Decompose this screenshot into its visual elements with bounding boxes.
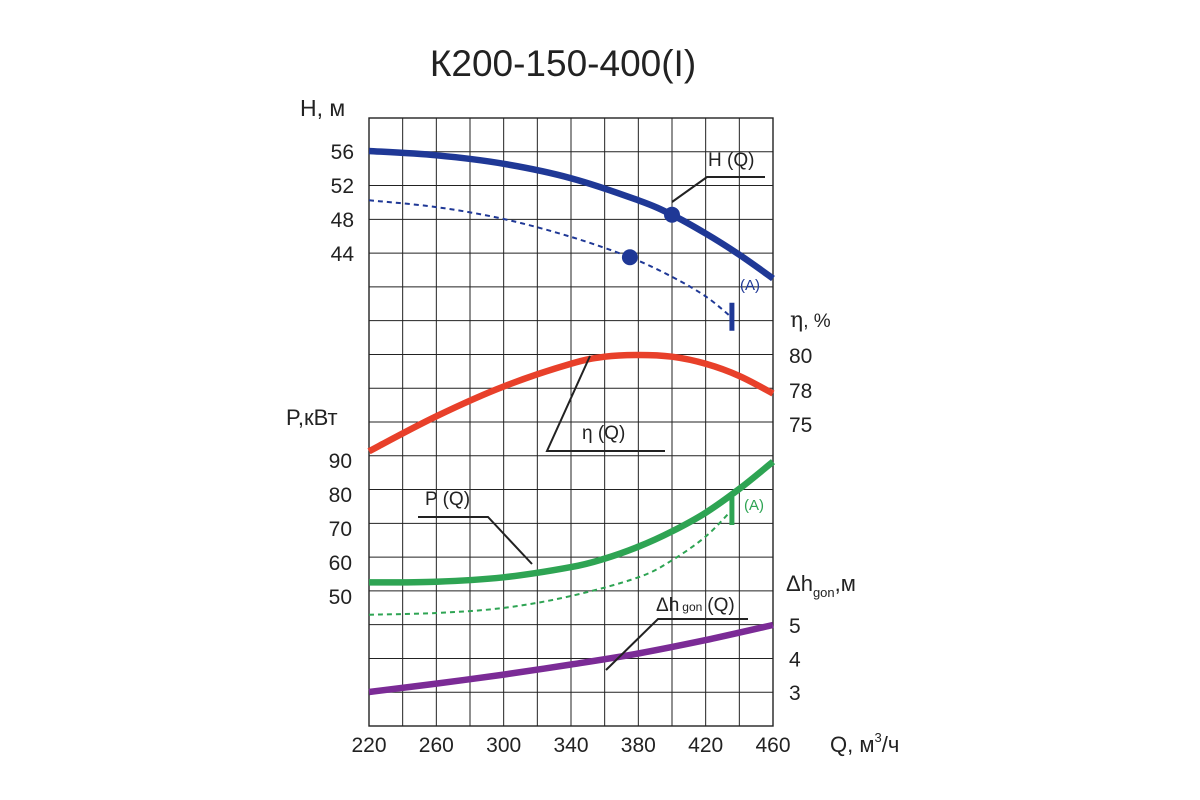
- operating-point-marker: [664, 206, 680, 223]
- npsh-axis-main: Δh: [786, 571, 813, 596]
- power-a-tag: (A): [744, 497, 764, 514]
- curve-power: [368, 459, 776, 586]
- curve-power-a: [368, 510, 732, 616]
- x-tick-label: 260: [419, 734, 454, 757]
- eff-axis-symbol: η: [790, 308, 803, 333]
- npsh-axis-unit: ,м: [835, 571, 856, 596]
- h-label-leader: [671, 176, 765, 203]
- x-tick-label: 220: [351, 734, 386, 757]
- eff-tick-label: 75: [789, 414, 812, 437]
- eff-axis-label: η, %: [790, 308, 831, 333]
- label-leaders: [418, 176, 765, 671]
- h-curve-label: H (Q): [708, 150, 754, 171]
- x-axis-tail: /ч: [882, 732, 900, 757]
- head-axis-label: H, м: [300, 95, 345, 121]
- chart-title: К200-150-400(I): [430, 43, 696, 84]
- x-tick-label: 380: [621, 734, 656, 757]
- curves: [367, 147, 776, 696]
- x-axis-main: Q, м: [830, 732, 874, 757]
- npsh-axis-label: Δhgon,м: [786, 571, 856, 600]
- power-tick-label: 80: [329, 484, 352, 507]
- curve-eff: [367, 351, 775, 455]
- x-axis-sup: 3: [874, 730, 881, 745]
- npsh-tick-label: 5: [789, 615, 801, 638]
- x-axis-label: Q, м3/ч: [830, 730, 899, 757]
- head-tick-label: 44: [331, 243, 355, 266]
- power-tick-label: 60: [329, 552, 352, 575]
- power-tick-label: 90: [329, 450, 352, 473]
- operating-point-marker: [621, 249, 638, 266]
- eff-tick-label: 78: [789, 380, 812, 403]
- eta-curve-label: η (Q): [582, 423, 625, 444]
- head-tick-label: 48: [331, 209, 354, 232]
- npsh-axis-sub: gon: [813, 585, 835, 600]
- head-a-tag: (A): [740, 277, 760, 294]
- npsh-label-leader: [605, 618, 748, 671]
- p-curve-label: P (Q): [425, 489, 470, 510]
- tick-labels: 220 260 300 340 380 420 460 56 52 48 44 90 80 70 60 50 8…: [329, 141, 813, 757]
- x-tick-label: 460: [755, 734, 790, 757]
- head-tick-label: 56: [331, 141, 354, 164]
- npsh-tick-label: 3: [789, 682, 801, 705]
- power-tick-label: 50: [329, 586, 352, 609]
- npsh-curve-main: Δh: [656, 595, 679, 616]
- curve-head: [368, 147, 775, 282]
- npsh-curve-tail: (Q): [707, 595, 734, 616]
- npsh-curve-sub: gon: [682, 600, 702, 614]
- grid: [368, 117, 774, 727]
- p-label-leader: [418, 516, 533, 565]
- eff-tick-label: 80: [789, 345, 812, 368]
- eff-axis-unit: , %: [803, 311, 831, 332]
- npsh-curve-label: Δh gon (Q): [656, 595, 735, 616]
- x-tick-label: 420: [688, 734, 723, 757]
- head-tick-label: 52: [331, 175, 354, 198]
- npsh-tick-label: 4: [789, 649, 801, 672]
- x-tick-label: 300: [486, 734, 521, 757]
- power-tick-label: 70: [329, 518, 352, 541]
- curve-head-a: [368, 199, 732, 318]
- eta-label-leader: [545, 355, 665, 452]
- power-axis-label: P,кВт: [286, 405, 338, 430]
- x-tick-label: 340: [553, 734, 588, 757]
- curve-npsh: [368, 621, 774, 696]
